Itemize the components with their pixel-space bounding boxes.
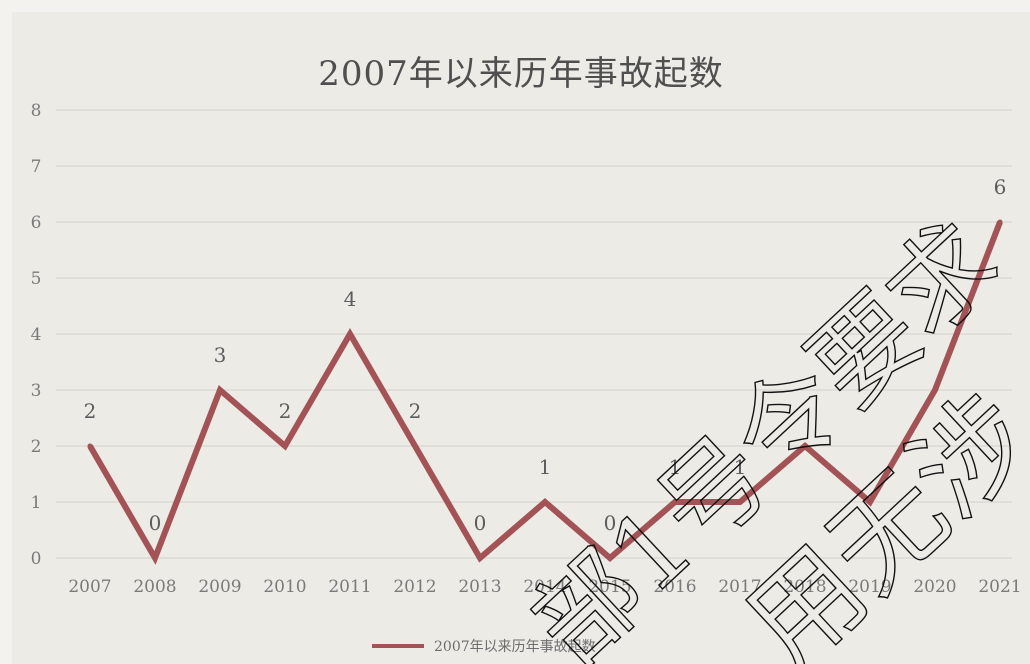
data-label: 2 (409, 399, 422, 423)
chart-title: 2007年以来历年事故起数 (318, 54, 724, 94)
x-axis-ticks: 2007 2008 2009 2010 2011 2012 2013 2014 2015 2016… (68, 577, 1021, 597)
data-label: 3 (214, 343, 227, 367)
y-tick-label: 5 (31, 269, 42, 289)
legend-label: 2007年以来历年事故起数 (434, 639, 596, 655)
data-label-layer: 2 0 3 2 4 2 0 1 0 1 1 6 (84, 175, 1007, 535)
x-tick-label: 2010 (263, 577, 306, 597)
data-point (997, 219, 1003, 225)
x-tick-label: 2012 (393, 577, 436, 597)
data-label: 0 (149, 511, 162, 535)
data-point (607, 555, 613, 561)
data-point (87, 443, 93, 449)
x-tick-label: 2019 (848, 577, 891, 597)
x-tick-label: 2020 (913, 577, 956, 597)
data-label: 0 (604, 511, 617, 535)
x-tick-label: 2021 (978, 577, 1021, 597)
legend-swatch (372, 644, 424, 648)
series-layer (87, 219, 1003, 565)
data-label: 4 (344, 287, 357, 311)
y-tick-label: 7 (31, 157, 42, 177)
grid-layer (56, 109, 1012, 559)
data-label: 2 (279, 399, 292, 423)
x-tick-label: 2009 (198, 577, 241, 597)
y-tick-label: 6 (31, 213, 42, 233)
y-tick-label: 2 (31, 437, 42, 457)
data-point (672, 499, 678, 505)
y-tick-label: 1 (31, 493, 42, 513)
data-point (347, 331, 353, 337)
data-point (477, 555, 483, 561)
data-point (737, 499, 743, 505)
legend: 2007年以来历年事故起数 (372, 636, 596, 656)
data-point (802, 443, 808, 449)
y-tick-label: 8 (31, 101, 42, 121)
data-label: 1 (669, 455, 682, 479)
x-tick-label: 2017 (718, 577, 761, 597)
data-label: 6 (994, 175, 1007, 199)
x-tick-label: 2011 (328, 577, 371, 597)
data-point (152, 555, 158, 561)
data-point (542, 499, 548, 505)
data-point (867, 499, 873, 505)
x-tick-label: 2014 (523, 577, 566, 597)
data-label: 1 (539, 455, 552, 479)
x-tick-label: 2007 (68, 577, 111, 597)
data-label: 1 (734, 455, 747, 479)
y-axis-ticks: 0 1 2 3 4 5 6 7 8 (31, 101, 42, 569)
x-tick-label: 2008 (133, 577, 176, 597)
x-tick-label: 2013 (458, 577, 501, 597)
data-label: 2 (84, 399, 97, 423)
x-tick-label: 2015 (588, 577, 631, 597)
data-point (282, 443, 288, 449)
data-point (932, 387, 938, 393)
y-tick-label: 3 (31, 381, 42, 401)
data-point (412, 443, 418, 449)
data-label: 0 (474, 511, 487, 535)
x-tick-label: 2018 (783, 577, 826, 597)
y-tick-label: 4 (31, 325, 42, 345)
data-point (217, 387, 223, 393)
x-tick-label: 2016 (653, 577, 696, 597)
y-tick-label: 0 (31, 549, 42, 569)
